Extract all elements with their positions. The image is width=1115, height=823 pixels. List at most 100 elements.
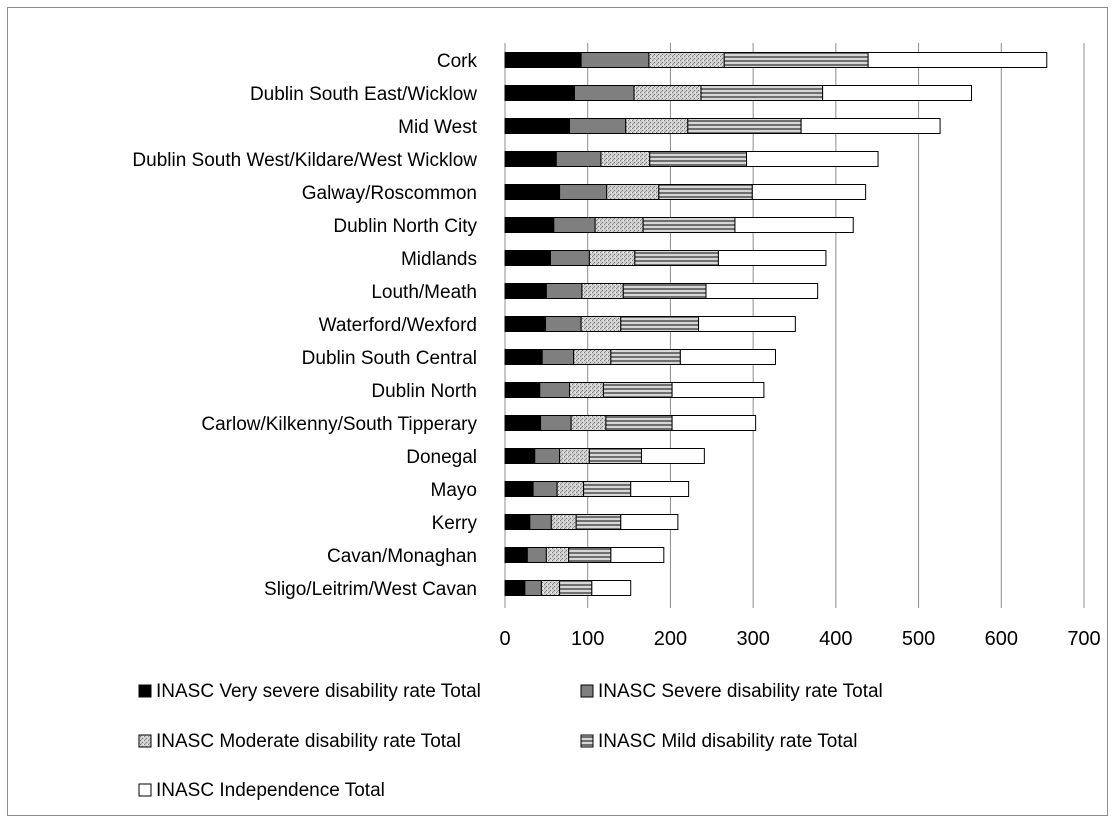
bar-segment-5-11	[671, 382, 765, 398]
bar-segment-1-8	[504, 283, 547, 299]
bar-segment-2-3	[569, 118, 627, 134]
category-label: Donegal	[406, 447, 477, 468]
bar-segment-5-5	[751, 184, 867, 200]
category-label: Waterford/Wexford	[319, 315, 477, 336]
x-tick-label: 300	[736, 628, 769, 650]
bar-segment-5-15	[620, 514, 679, 530]
category-label: Mid West	[398, 117, 478, 138]
legend-swatch-1	[138, 684, 152, 698]
bar-segment-4-5	[658, 184, 753, 200]
bar-segment-2-8	[545, 283, 583, 299]
bar-segment-5-16	[610, 547, 665, 563]
bar-segment-4-11	[602, 382, 673, 398]
bar-segment-4-8	[622, 283, 707, 299]
bar-segment-5-2	[822, 85, 973, 101]
bar-segment-4-7	[634, 250, 719, 266]
bar-segment-5-13	[640, 448, 705, 464]
bar-segment-2-10	[541, 349, 575, 365]
bar-segment-1-1	[504, 52, 582, 68]
legend-swatch-5	[138, 783, 152, 797]
bar-segment-4-1	[723, 52, 869, 68]
category-label: Dublin South Central	[302, 348, 477, 369]
bar-segment-1-17	[504, 580, 526, 596]
bar-segment-2-12	[540, 415, 572, 431]
x-tick-label: 400	[819, 628, 852, 650]
bar-segment-2-1	[580, 52, 650, 68]
chart-frame	[7, 7, 1108, 816]
bar-segment-1-14	[504, 481, 534, 497]
bar-segment-4-6	[642, 217, 736, 233]
category-label: Dublin South West/Kildare/West Wicklow	[132, 150, 477, 171]
bar-segment-3-4	[600, 151, 651, 167]
bar-segment-1-7	[504, 250, 551, 266]
bar-segment-3-14	[556, 481, 585, 497]
bar-segment-5-14	[630, 481, 690, 497]
bar-segment-1-11	[504, 382, 541, 398]
bar-segment-5-3	[800, 118, 941, 134]
bar-segment-5-6	[734, 217, 854, 233]
bar-segment-2-17	[524, 580, 542, 596]
category-label: Galway/Roscommon	[302, 183, 477, 204]
bar-segment-1-6	[504, 217, 555, 233]
x-tick-label: 200	[654, 628, 687, 650]
bar-segment-1-15	[504, 514, 531, 530]
bar-segment-4-12	[605, 415, 673, 431]
category-label: Midlands	[401, 249, 477, 270]
bar-segment-3-7	[588, 250, 636, 266]
bar-segment-3-13	[559, 448, 590, 464]
category-label: Kerry	[432, 513, 478, 534]
category-label: Dublin North	[371, 381, 477, 402]
gridlines	[504, 43, 1085, 608]
bar-segment-5-12	[671, 415, 757, 431]
category-label: Sligo/Leitrim/West Cavan	[264, 579, 477, 600]
bar-segment-4-13	[588, 448, 642, 464]
bar-segment-1-10	[504, 349, 543, 365]
legend-swatch-2	[580, 684, 594, 698]
bar-segment-4-17	[559, 580, 593, 596]
bar-segment-3-16	[545, 547, 570, 563]
x-tick-label: 700	[1067, 628, 1100, 650]
bar-segment-3-10	[573, 349, 612, 365]
legend: INASC Very severe disability rate Total I…	[138, 681, 883, 801]
category-label: Louth/Meath	[371, 282, 477, 303]
x-tick-label: 100	[571, 628, 604, 650]
bars	[504, 52, 1048, 596]
category-label: Dublin South East/Wicklow	[250, 84, 477, 105]
bar-segment-3-12	[570, 415, 607, 431]
bar-segment-5-4	[746, 151, 879, 167]
bar-segment-1-16	[504, 547, 528, 563]
legend-label-4: INASC Mild disability rate Total	[598, 731, 857, 752]
bar-segment-4-14	[583, 481, 632, 497]
bar-segment-3-11	[569, 382, 604, 398]
category-label: Cavan/Monaghan	[327, 546, 477, 567]
bar-segment-4-4	[649, 151, 748, 167]
x-tick-label: 600	[985, 628, 1018, 650]
bar-segment-3-8	[581, 283, 624, 299]
bar-segment-3-5	[606, 184, 660, 200]
bar-segment-2-2	[573, 85, 635, 101]
bar-segment-5-8	[705, 283, 819, 299]
category-label: Carlow/Kilkenny/South Tipperary	[201, 414, 477, 435]
bar-segment-1-3	[504, 118, 571, 134]
bar-segment-2-6	[553, 217, 596, 233]
bar-segment-1-12	[504, 415, 542, 431]
bar-segment-5-9	[698, 316, 796, 332]
bar-segment-5-10	[679, 349, 776, 365]
x-tick-label: 500	[902, 628, 935, 650]
bar-segment-2-9	[545, 316, 582, 332]
bar-segment-2-15	[529, 514, 552, 530]
category-label: Dublin North City	[333, 216, 477, 237]
bar-segment-4-15	[575, 514, 622, 530]
bar-segment-4-16	[568, 547, 612, 563]
bar-segment-4-3	[687, 118, 802, 134]
bar-segment-1-5	[504, 184, 561, 200]
legend-swatch-3	[138, 734, 152, 748]
bar-segment-3-17	[540, 580, 561, 596]
bar-segment-2-16	[526, 547, 547, 563]
category-label: Mayo	[431, 480, 477, 501]
bar-segment-3-1	[648, 52, 725, 68]
bar-segment-2-5	[559, 184, 608, 200]
bar-segment-5-1	[867, 52, 1048, 68]
bar-segment-3-3	[625, 118, 689, 134]
